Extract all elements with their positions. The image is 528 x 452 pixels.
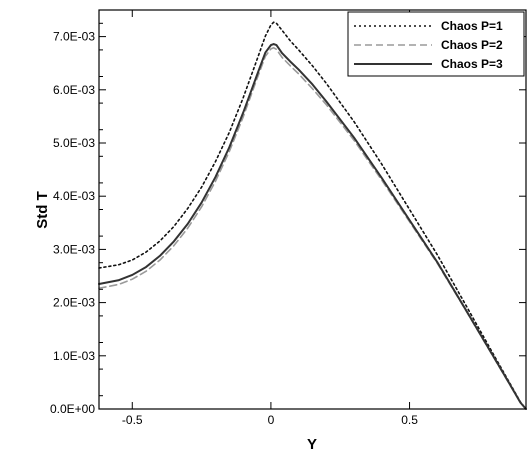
series-line-2 xyxy=(98,46,527,410)
x-tick-label: 0.5 xyxy=(401,413,418,427)
legend-items: Chaos P=1 Chaos P=2 Chaos P=3 xyxy=(354,19,503,71)
y-tick-label: 0.0E+00 xyxy=(50,402,95,416)
x-tick-label: -0.5 xyxy=(122,413,143,427)
legend-label-3: Chaos P=3 xyxy=(441,57,503,71)
x-axis-title: Y xyxy=(307,436,317,452)
series-line-3 xyxy=(98,43,527,410)
ticks-layer: -0.5 0 0.5 0.0E+00 1.0E-03 2.0E-03 3.0E-03 4.0E… xyxy=(50,10,526,427)
y-tick-label: 5.0E-03 xyxy=(53,136,95,150)
x-tick-label: 0 xyxy=(268,413,275,427)
series-line-1 xyxy=(98,21,527,410)
y-tick-label: 1.0E-03 xyxy=(53,349,95,363)
y-tick-label: 4.0E-03 xyxy=(53,189,95,203)
legend-label-1: Chaos P=1 xyxy=(441,19,503,33)
y-tick-label: 6.0E-03 xyxy=(53,83,95,97)
series-layer xyxy=(98,21,527,410)
legend-box xyxy=(347,11,525,77)
y-tick-label: 7.0E-03 xyxy=(53,30,95,44)
y-axis-title: Std T xyxy=(34,191,51,229)
y-tick-label: 3.0E-03 xyxy=(53,242,95,256)
y-tick-label: 2.0E-03 xyxy=(53,296,95,310)
legend: Chaos P=1 Chaos P=2 Chaos P=3 xyxy=(347,11,525,77)
legend-label-2: Chaos P=2 xyxy=(441,38,503,52)
